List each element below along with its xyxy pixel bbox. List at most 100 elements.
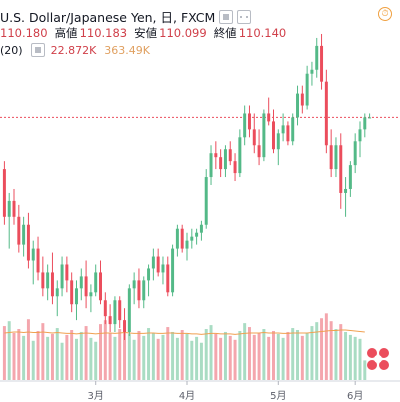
- candles: [2, 33, 372, 340]
- candle-body: [310, 69, 314, 74]
- volume-bar: [113, 336, 117, 380]
- candle-body: [305, 73, 309, 106]
- volume-bar: [36, 330, 40, 380]
- candle: [103, 292, 107, 325]
- candle: [315, 37, 319, 78]
- volume-bars: [2, 313, 367, 380]
- alert-clock-icon[interactable]: ⏱: [378, 7, 392, 21]
- candle: [223, 145, 227, 178]
- candle-body: [223, 149, 227, 170]
- candle-body: [36, 248, 40, 273]
- candle-body: [161, 264, 165, 273]
- candle-body: [214, 153, 218, 158]
- volume-bar: [142, 335, 146, 380]
- volume-bar: [353, 336, 357, 380]
- volume-ma-line: [4, 329, 365, 335]
- candle-body: [233, 161, 237, 174]
- volume-bar: [41, 323, 45, 380]
- candle-body: [46, 272, 50, 289]
- x-tick-label: 4月: [178, 391, 196, 402]
- volume-bar: [137, 330, 141, 380]
- open-value: 110.180: [0, 26, 48, 40]
- candle: [46, 264, 50, 301]
- volume-bar: [123, 322, 127, 380]
- candle: [137, 268, 141, 309]
- candle: [7, 192, 11, 249]
- candle: [348, 161, 352, 197]
- volume-bar: [195, 336, 199, 380]
- volume-bar: [99, 324, 102, 380]
- volume-bar: [267, 336, 271, 380]
- volume-bar: [79, 331, 83, 380]
- volume-bar: [334, 329, 338, 380]
- candle: [31, 240, 35, 285]
- candle: [79, 268, 83, 301]
- candle-body: [281, 125, 285, 134]
- candle: [257, 129, 261, 166]
- volume-bar: [31, 340, 35, 380]
- candle: [41, 256, 45, 297]
- candle-body: [31, 248, 35, 261]
- x-tick-label: 6月: [346, 391, 364, 402]
- candle: [219, 149, 223, 178]
- candle-body: [123, 320, 127, 333]
- candle-body: [219, 157, 223, 170]
- volume-bar: [315, 322, 319, 380]
- candle: [368, 113, 372, 119]
- candle: [22, 216, 26, 257]
- candle: [113, 296, 117, 333]
- volume-bar: [2, 326, 6, 380]
- candle: [252, 113, 256, 154]
- candle-body: [344, 188, 348, 193]
- volume-bar: [55, 328, 59, 380]
- volume-bar: [238, 330, 242, 380]
- candle: [296, 85, 300, 126]
- candle-body: [363, 117, 367, 130]
- candle-body: [70, 280, 74, 305]
- square-icon[interactable]: [219, 9, 234, 24]
- high-label: 高値: [54, 26, 78, 40]
- candle: [228, 141, 232, 166]
- candle: [233, 153, 237, 182]
- volume-bar: [132, 339, 136, 380]
- volume-bar: [310, 326, 314, 380]
- settings-dots-icon[interactable]: [237, 9, 252, 24]
- candle-body: [315, 45, 319, 70]
- volume-bar: [161, 334, 165, 380]
- candle: [195, 228, 199, 245]
- candle-body: [2, 169, 6, 217]
- candle-body: [272, 121, 275, 150]
- symbol-title[interactable]: U.S. Dollar/Japanese Yen, 日, FXCM: [0, 10, 216, 25]
- volume-bar: [300, 335, 304, 380]
- candle: [17, 204, 21, 253]
- candle-body: [348, 165, 352, 189]
- candle: [272, 109, 275, 154]
- candle-body: [113, 300, 117, 325]
- volume-square-icon[interactable]: [30, 43, 45, 57]
- candle-body: [156, 256, 160, 273]
- volume-bar: [60, 342, 64, 380]
- candle-body: [65, 264, 69, 281]
- low-value: 110.099: [159, 26, 207, 40]
- volume-indicator-label[interactable]: (20): [0, 43, 23, 57]
- candle: [166, 256, 170, 297]
- candle-body: [151, 256, 155, 269]
- volume-bar: [262, 329, 266, 380]
- volume-bar: [171, 331, 175, 380]
- candle: [171, 244, 175, 297]
- candle-body: [296, 93, 300, 118]
- candle: [247, 105, 251, 138]
- candle: [60, 256, 64, 297]
- candle: [363, 113, 367, 138]
- volume-bar: [12, 332, 16, 380]
- candle: [281, 113, 285, 142]
- volume-bar: [118, 329, 122, 380]
- volume-bar: [175, 337, 179, 380]
- candle-body: [368, 117, 372, 119]
- candle-body: [195, 232, 199, 237]
- candle-body: [329, 145, 333, 170]
- volume-bar: [103, 320, 107, 380]
- volume-bar: [324, 313, 328, 380]
- volume-bar: [247, 327, 251, 380]
